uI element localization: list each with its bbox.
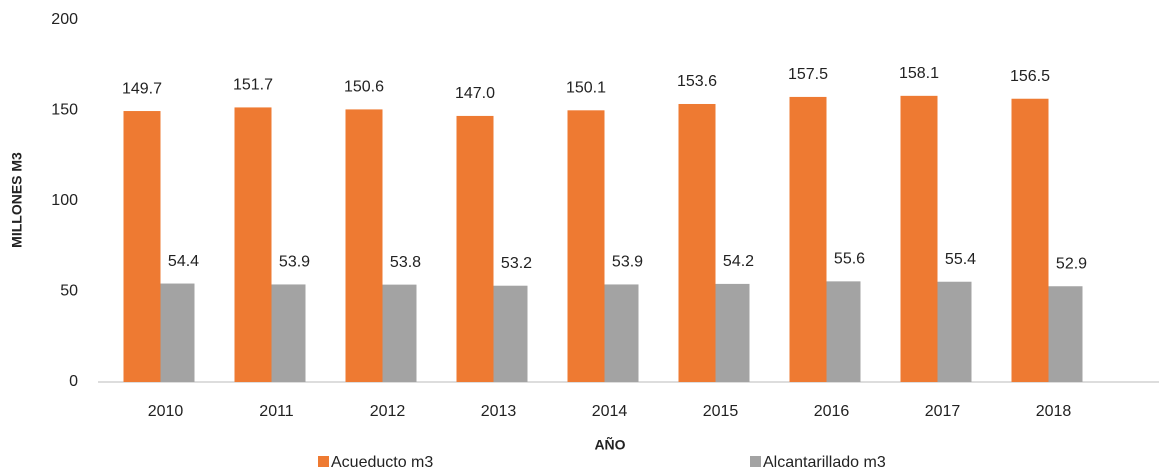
value-label: 53.9 xyxy=(279,254,310,271)
x-tick-label: 2018 xyxy=(1036,403,1072,420)
x-tick-label: 2013 xyxy=(481,403,517,420)
x-tick-label: 2014 xyxy=(592,403,628,420)
y-tick-label: 150 xyxy=(51,102,78,119)
x-axis-title: AÑO xyxy=(594,436,625,453)
value-label: 150.6 xyxy=(344,79,384,96)
x-tick-label: 2012 xyxy=(370,403,406,420)
bar xyxy=(493,285,528,382)
bar xyxy=(715,283,750,382)
bar xyxy=(826,281,861,382)
y-tick-label: 200 xyxy=(51,11,78,28)
x-tick-label: 2010 xyxy=(148,403,184,420)
value-label: 54.2 xyxy=(723,253,754,270)
bar xyxy=(345,109,383,382)
x-tick-label: 2016 xyxy=(814,403,850,420)
y-tick-label: 50 xyxy=(60,283,78,300)
bar xyxy=(678,103,716,382)
bar xyxy=(604,284,639,382)
value-label: 150.1 xyxy=(566,80,606,97)
value-label: 53.9 xyxy=(612,254,643,271)
value-label: 55.4 xyxy=(945,251,976,268)
y-tick-label: 0 xyxy=(69,373,78,390)
bar xyxy=(900,95,938,383)
bar xyxy=(160,283,195,382)
bar xyxy=(937,281,972,382)
value-label: 149.7 xyxy=(122,80,162,97)
bar xyxy=(789,96,827,383)
value-label: 153.6 xyxy=(677,73,717,90)
legend-swatch xyxy=(318,456,329,467)
bar xyxy=(382,284,417,382)
bar xyxy=(456,115,494,383)
value-label: 158.1 xyxy=(899,65,939,82)
bar xyxy=(123,111,161,382)
legend-label: Acueducto m3 xyxy=(331,454,433,471)
bar xyxy=(1048,286,1083,382)
x-tick-label: 2011 xyxy=(259,403,294,420)
x-tick-label: 2015 xyxy=(703,403,739,420)
value-label: 53.2 xyxy=(501,255,532,272)
legend-label: Alcantarillado m3 xyxy=(763,454,886,471)
bar xyxy=(1011,98,1049,383)
value-label: 156.5 xyxy=(1010,68,1050,85)
y-axis-title: MILLONES M3 xyxy=(9,152,25,248)
value-label: 157.5 xyxy=(788,66,828,83)
value-label: 151.7 xyxy=(233,77,273,94)
legend-swatch xyxy=(750,456,761,467)
y-tick-label: 100 xyxy=(51,192,78,209)
value-label: 54.4 xyxy=(168,253,199,270)
value-label: 147.0 xyxy=(455,85,495,102)
value-label: 55.6 xyxy=(834,251,865,268)
value-label: 52.9 xyxy=(1056,255,1087,272)
bar xyxy=(234,107,272,382)
x-tick-label: 2017 xyxy=(925,403,961,420)
bar xyxy=(567,110,605,382)
bar xyxy=(271,284,306,382)
value-label: 53.8 xyxy=(390,254,421,271)
